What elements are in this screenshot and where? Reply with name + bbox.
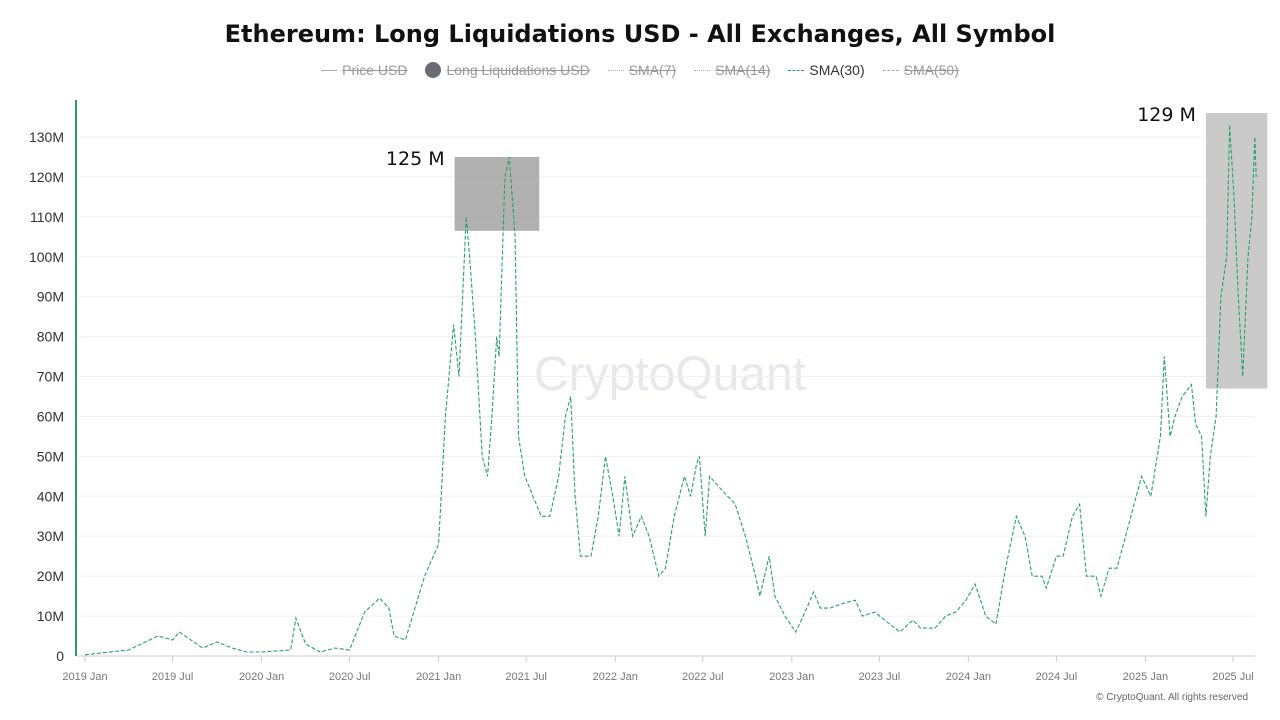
legend-item-long-liquidations-usd[interactable]: Long Liquidations USD [425,62,590,78]
highlight-box [454,156,540,231]
y-tick-label: 10M [37,608,64,624]
y-tick-label: 50M [37,448,64,464]
y-tick-label: 70M [37,369,64,385]
y-tick-label: 80M [37,329,64,345]
legend-item-sma-14[interactable]: SMA(14) [694,62,770,78]
legend-swatch [882,69,899,71]
legend-item-sma-7[interactable]: SMA(7) [607,62,677,78]
x-tick-label: 2022 Jan [593,671,638,683]
legend-swatch [788,69,805,71]
x-tick-label: 2022 Jul [682,671,724,683]
legend-item-price-usd[interactable]: Price USD [321,62,407,78]
chart-title: Ethereum: Long Liquidations USD - All Ex… [224,20,1056,48]
y-tick-label: 60M [37,408,64,424]
legend-item-sma-50[interactable]: SMA(50) [882,62,959,78]
y-tick-label: 20M [37,568,64,584]
highlight-box [1205,113,1268,389]
legend-swatch [425,62,442,78]
legend-label: Long Liquidations USD [446,62,590,78]
legend-swatch [694,69,711,71]
legend-label: Price USD [342,62,408,78]
x-tick-label: 2020 Jul [329,671,371,683]
x-tick-label: 2019 Jul [152,671,194,683]
legend-label: SMA(50) [903,62,959,78]
annotation-label: 125 M [386,148,445,170]
x-tick-label: 2024 Jan [946,671,991,683]
y-tick-label: 90M [37,289,64,305]
series-line-sma30 [84,124,1257,656]
y-tick-label: 30M [37,528,64,544]
x-tick-label: 2020 Jan [239,671,284,683]
y-tick-label: 130M [29,129,64,145]
x-tick-label: 2019 Jan [62,671,107,683]
annotation-label: 129 M [1137,104,1196,126]
x-tick-label: 2023 Jan [769,671,814,683]
legend-label: SMA(7) [628,62,677,78]
x-tick-label: 2023 Jul [859,671,901,683]
x-tick-label: 2021 Jul [505,671,547,683]
watermark: CryptoQuant [534,348,806,401]
y-tick-label: 110M [30,209,64,225]
legend-label: SMA(14) [715,62,771,78]
x-tick-label: 2021 Jan [416,671,461,683]
y-tick-label: 100M [29,249,64,265]
legend-swatch [607,69,624,71]
legend: Price USD Long Liquidations USD SMA(7) SMA(… [0,62,1280,78]
y-tick-label: 120M [29,169,64,185]
y-tick-label: 40M [37,488,64,504]
copyright: © CryptoQuant. All rights reserved [1096,692,1248,703]
x-tick-label: 2025 Jul [1212,671,1254,683]
x-tick-label: 2024 Jul [1036,671,1078,683]
legend-label: SMA(30) [809,62,865,78]
legend-swatch [321,69,338,71]
x-tick-label: 2025 Jan [1123,671,1168,683]
legend-item-sma-30[interactable]: SMA(30) [788,62,865,78]
y-tick-label: 0 [56,648,64,664]
